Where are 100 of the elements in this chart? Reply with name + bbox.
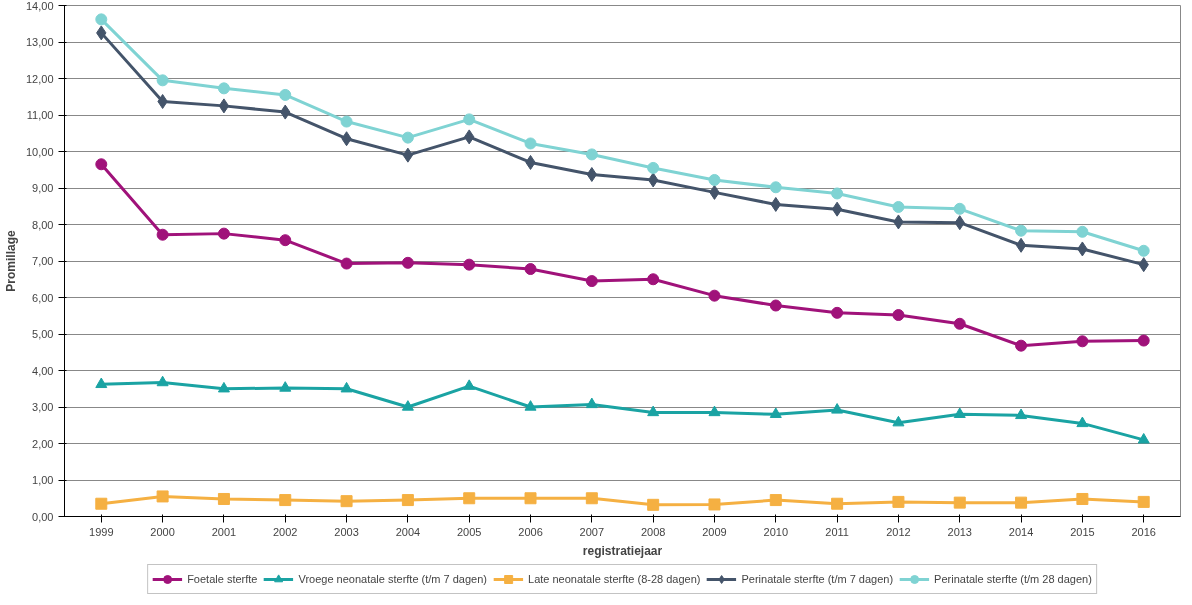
y-tick-label: 8,00 — [32, 218, 54, 231]
x-tick-label: 2008 — [640, 525, 666, 538]
point — [95, 497, 108, 510]
point — [647, 161, 660, 174]
point — [340, 257, 353, 270]
x-tick-label: 2009 — [702, 525, 727, 538]
y-tick-label: 0,00 — [32, 510, 54, 523]
x-axis-title: registratiejaar — [582, 543, 663, 558]
y-tick-label: 12,00 — [25, 72, 54, 85]
x-tick-label: 2010 — [763, 525, 789, 538]
point — [647, 405, 660, 417]
point — [769, 299, 782, 312]
point — [708, 405, 721, 417]
point — [1137, 244, 1150, 257]
point — [585, 148, 598, 161]
point — [1015, 496, 1028, 509]
point — [463, 492, 476, 505]
point — [831, 201, 843, 217]
point — [708, 498, 721, 511]
point — [892, 495, 905, 508]
legend-label: Foetale sterfte — [187, 573, 258, 585]
point — [401, 494, 414, 507]
y-axis-title: Promillage — [3, 230, 18, 292]
point — [953, 407, 966, 418]
point — [585, 492, 598, 505]
x-tick-label: 2005 — [456, 525, 482, 538]
point — [586, 166, 598, 182]
y-tick-label: 5,00 — [32, 328, 54, 340]
y-tick-label: 14,00 — [25, 0, 54, 12]
point — [279, 234, 292, 247]
legend-label: Late neonatale sterfte (8-28 dagen) — [528, 573, 701, 585]
point — [401, 131, 414, 144]
point — [524, 492, 537, 505]
y-tick-label: 11,00 — [26, 109, 54, 121]
point — [1137, 433, 1150, 444]
y-tick-label: 10,00 — [25, 145, 54, 158]
x-tick-label: 2006 — [518, 525, 543, 538]
point — [708, 289, 721, 302]
point — [953, 202, 966, 215]
point — [463, 113, 476, 126]
point — [1137, 334, 1150, 347]
x-tick-label: 2011 — [825, 525, 849, 538]
point — [156, 490, 169, 503]
point — [401, 400, 414, 411]
point — [279, 381, 292, 392]
point — [585, 275, 598, 288]
point — [156, 74, 169, 87]
point — [769, 181, 782, 194]
point — [524, 263, 537, 276]
point — [1015, 224, 1028, 237]
point — [279, 494, 292, 507]
point — [463, 379, 476, 390]
x-tick-label: 2002 — [273, 525, 298, 538]
point — [953, 317, 966, 330]
y-tick-label: 3,00 — [32, 401, 54, 413]
y-tick-label: 4,00 — [32, 364, 54, 377]
point — [953, 496, 966, 509]
y-tick-label: 1,00 — [32, 474, 54, 486]
point — [708, 173, 721, 186]
point — [769, 494, 782, 507]
point — [831, 403, 844, 414]
y-tick-label: 13,00 — [25, 36, 54, 48]
x-tick-label: 2015 — [1070, 525, 1095, 538]
legend-label: Perinatale sterfte (t/m 28 dagen) — [934, 573, 1092, 585]
point — [647, 498, 660, 511]
point — [95, 377, 108, 389]
x-tick-label: 2012 — [886, 525, 911, 538]
x-tick-label: 2014 — [1008, 525, 1034, 538]
x-tick-label: 2013 — [947, 525, 972, 538]
point — [95, 158, 108, 171]
point — [218, 98, 230, 114]
point — [156, 375, 169, 387]
point — [156, 228, 169, 241]
point — [769, 407, 782, 418]
y-tick-label: 9,00 — [32, 182, 54, 194]
y-tick-label: 6,00 — [32, 291, 54, 304]
point — [524, 137, 537, 150]
point — [1015, 408, 1028, 420]
y-tick-label: 2,00 — [32, 437, 54, 450]
point — [831, 497, 844, 510]
point — [892, 415, 905, 427]
legend-label: Perinatale sterfte (t/m 7 dagen) — [741, 573, 894, 585]
point — [892, 309, 905, 322]
point — [892, 200, 905, 213]
x-tick-label: 2007 — [579, 525, 605, 538]
point — [279, 88, 292, 101]
point — [217, 492, 230, 505]
x-tick-label: 1999 — [89, 525, 114, 538]
point — [831, 306, 844, 319]
point — [340, 495, 353, 508]
point — [1015, 339, 1028, 352]
x-tick-label: 2000 — [150, 525, 175, 538]
point — [217, 227, 230, 240]
point — [340, 381, 353, 393]
point — [1076, 492, 1089, 505]
x-tick-label: 2016 — [1131, 525, 1156, 538]
point — [585, 397, 598, 409]
point — [217, 381, 230, 393]
point — [831, 187, 844, 200]
point — [157, 94, 168, 109]
